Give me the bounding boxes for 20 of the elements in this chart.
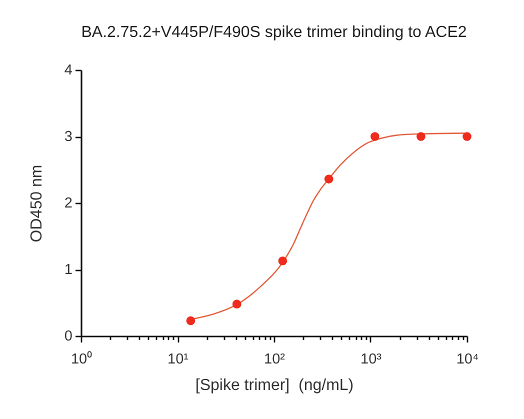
x-tick-label: 10² xyxy=(264,352,286,368)
x-tick-label: 10⁰ xyxy=(70,350,92,368)
point xyxy=(186,316,196,326)
point xyxy=(462,132,472,141)
chart-title: BA.2.75.2+V445P/F490S spike trimer binding to ACE2 xyxy=(81,24,467,41)
point xyxy=(416,132,426,141)
x-tick-label: 10³ xyxy=(360,352,382,368)
y-axis-title: OD450 nm xyxy=(28,164,46,242)
point xyxy=(324,174,334,184)
y-tick-label: 0 xyxy=(64,328,72,344)
point xyxy=(370,132,380,141)
y-tick-label: 2 xyxy=(64,196,72,212)
point xyxy=(232,300,242,308)
point xyxy=(278,256,288,266)
y-tick-label: 1 xyxy=(64,262,72,278)
y-tick-label: 4 xyxy=(64,62,72,78)
y-tick-label: 3 xyxy=(64,129,72,145)
x-tick-label: 10¹ xyxy=(168,352,189,368)
x-tick-label: 10⁴ xyxy=(456,352,479,368)
x-axis-title: [Spike trimer] (ng/mL) xyxy=(195,377,354,394)
